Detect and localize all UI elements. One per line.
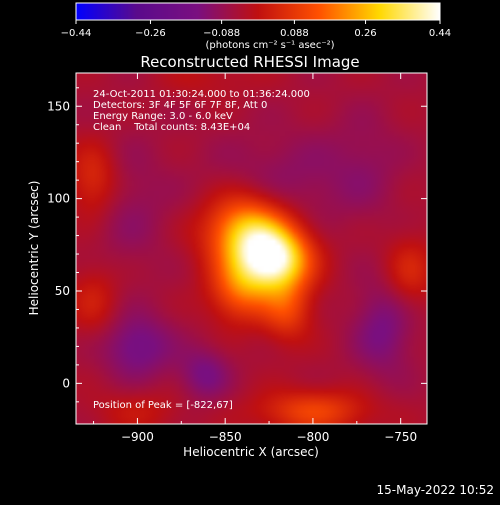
heatmap-image [76, 73, 427, 424]
peak-position-label: Position of Peak = [-822,67] [93, 400, 233, 411]
colorbar-tick-label: −0.088 [203, 28, 240, 39]
x-axis-label: Heliocentric X (arcsec) [183, 445, 319, 459]
colorbar-tick-label: −0.26 [135, 28, 166, 39]
x-tick-label: −900 [121, 430, 154, 444]
plot-frame [75, 72, 428, 425]
x-tick-label: −850 [209, 430, 242, 444]
colorbar-tick-label: 0.26 [354, 28, 376, 39]
y-tick-label: 0 [62, 376, 70, 390]
colorbar-tick-label: 0.088 [280, 28, 309, 39]
observation-info: 24-Oct-2011 01:30:24.000 to 01:36:24.000… [93, 89, 310, 133]
info-time-range: 24-Oct-2011 01:30:24.000 to 01:36:24.000 [93, 89, 310, 100]
colorbar: −0.44 −0.26 −0.088 0.088 0.26 0.44 (photons c… [61, 2, 451, 51]
y-tick-label: 150 [47, 99, 70, 113]
timestamp: 15-May-2022 10:52 [377, 483, 494, 497]
info-clean-counts: Clean Total counts: 8.43E+04 [93, 122, 250, 133]
chart-title: Reconstructed RHESSI Image [140, 53, 359, 71]
x-axis-ticks: −900 −850 −800 −750 [93, 73, 417, 444]
y-axis-label: Heliocentric Y (arcsec) [27, 181, 41, 316]
y-tick-label: 100 [47, 192, 70, 206]
colorbar-strip [76, 3, 440, 20]
colorbar-tick-label: 0.44 [429, 28, 451, 39]
colorbar-frame [75, 2, 441, 21]
colorbar-ticks: −0.44 −0.26 −0.088 0.088 0.26 0.44 [61, 20, 451, 39]
info-detectors: Detectors: 3F 4F 5F 6F 7F 8F, Att 0 [93, 100, 267, 111]
info-energy-range: Energy Range: 3.0 - 6.0 keV [93, 111, 233, 122]
x-tick-label: −800 [296, 430, 329, 444]
y-tick-label: 50 [55, 284, 70, 298]
colorbar-units-label: (photons cm⁻² s⁻¹ asec⁻²) [205, 40, 334, 51]
y-axis-ticks: 0 50 100 150 [47, 87, 427, 403]
x-tick-label: −750 [384, 430, 417, 444]
colorbar-tick-label: −0.44 [61, 28, 92, 39]
heatmap-raster [76, 73, 427, 424]
